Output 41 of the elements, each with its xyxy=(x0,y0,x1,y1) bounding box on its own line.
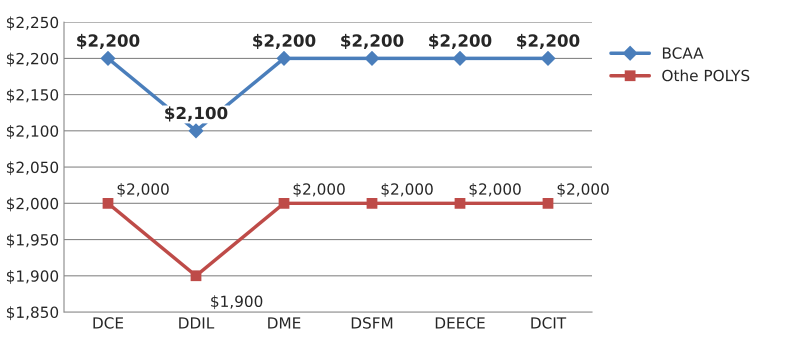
data-label: $2,000 xyxy=(470,182,521,197)
point xyxy=(364,51,380,66)
point xyxy=(102,198,114,209)
data-label: $2,200 xyxy=(429,34,492,50)
data-label: $2,200 xyxy=(253,34,316,50)
data-label: $2,200 xyxy=(77,34,140,50)
legend-label: BCAA xyxy=(662,47,704,59)
data-label: $2,200 xyxy=(341,34,404,50)
y-tick-label: $1,850 xyxy=(6,306,58,320)
point xyxy=(278,198,290,209)
x-tick-label: DCIT xyxy=(531,317,566,329)
x-tick-label: DME xyxy=(268,317,300,328)
point xyxy=(190,270,202,282)
y-tick-label: $1,950 xyxy=(6,234,58,248)
data-label: $1,900 xyxy=(211,295,262,310)
y-tick-label: $1,900 xyxy=(6,270,58,284)
point xyxy=(540,51,556,66)
data-label: $2,000 xyxy=(558,182,609,197)
x-tick-label: DDIL xyxy=(179,317,214,328)
x-tick-label: DEECE xyxy=(436,317,485,329)
x-tick-label: DSFM xyxy=(352,317,392,329)
y-tick-label: $2,000 xyxy=(6,198,58,212)
data-label: $2,200 xyxy=(517,34,580,50)
point xyxy=(452,51,468,66)
point xyxy=(188,123,204,138)
data-label: $2,000 xyxy=(382,182,433,197)
point xyxy=(276,51,292,66)
x-tick-label: DCE xyxy=(93,317,124,329)
point xyxy=(366,198,378,209)
y-tick-label: $2,100 xyxy=(6,125,58,139)
y-tick-label: $2,200 xyxy=(6,52,58,66)
y-tick-label: $2,150 xyxy=(6,88,58,103)
legend-label: Othe POLYS xyxy=(662,69,750,82)
data-label: $2,000 xyxy=(118,182,169,197)
data-label: $2,100 xyxy=(165,106,228,122)
data-label: $2,000 xyxy=(294,182,345,197)
point xyxy=(100,51,116,66)
point xyxy=(542,198,554,209)
y-tick-label: $2,250 xyxy=(6,16,58,30)
point xyxy=(454,198,466,209)
y-tick-label: $2,050 xyxy=(6,161,58,176)
